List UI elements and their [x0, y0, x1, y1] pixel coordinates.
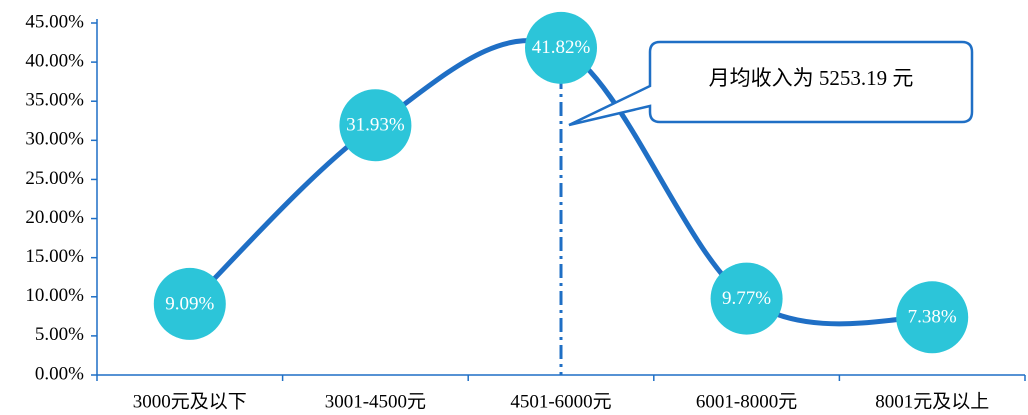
data-points: 9.09% 31.93% 41.82% 9.77% 7.38%	[153, 11, 969, 354]
x-axis: 3000元及以下 3001-4500元 4501-6000元 6001-8000元 80…	[96, 374, 1026, 412]
y-tick-label: 40.00%	[25, 50, 84, 71]
data-point-label: 9.77%	[722, 288, 771, 309]
x-category-label: 3001-4500元	[325, 391, 426, 412]
y-tick-label: 10.00%	[25, 285, 84, 306]
y-tick-label: 5.00%	[35, 324, 84, 345]
callout-box	[568, 40, 974, 127]
y-tick-label: 15.00%	[25, 246, 84, 267]
data-point-marker	[710, 262, 783, 335]
data-point-label: 9.09%	[165, 293, 214, 314]
data-point-label: 7.38%	[908, 307, 957, 328]
y-tick-label: 25.00%	[25, 168, 84, 189]
data-point-marker	[896, 281, 969, 354]
data-point-marker	[525, 11, 597, 84]
y-tick-label: 0.00%	[35, 363, 84, 384]
callout-text: 月均收入为 5253.19 元	[709, 66, 914, 90]
data-point-label: 31.93%	[346, 115, 405, 136]
x-category-label: 8001元及以上	[875, 390, 989, 412]
y-tick-label: 30.00%	[25, 129, 84, 150]
data-point-marker	[153, 267, 226, 340]
y-tick-label: 45.00%	[25, 11, 84, 32]
y-axis: 0.00% 5.00% 10.00% 15.00% 20.00% 25.00% 30.00%…	[25, 11, 98, 384]
x-category-label: 4501-6000元	[510, 391, 611, 412]
x-category-label: 6001-8000元	[696, 391, 797, 412]
y-tick-label: 20.00%	[25, 207, 84, 228]
x-category-label: 3000元及以下	[133, 391, 247, 412]
data-point-label: 41.82%	[532, 37, 591, 58]
data-point-marker	[339, 89, 412, 162]
y-tick-label: 35.00%	[25, 90, 84, 111]
average-income-callout: 月均收入为 5253.19 元	[568, 40, 974, 127]
